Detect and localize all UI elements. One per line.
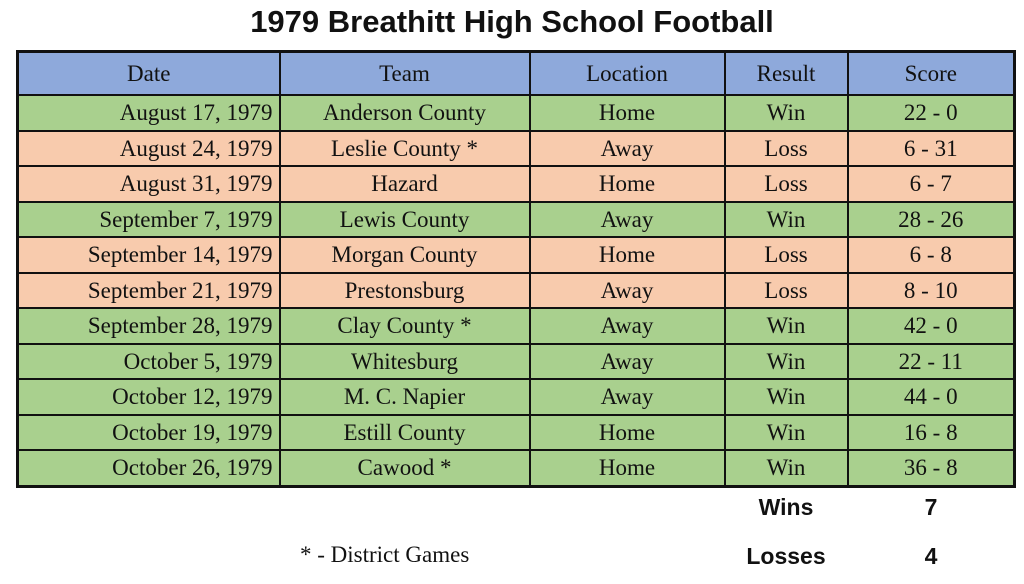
team-cell: Estill County <box>278 413 531 451</box>
result-cell: Win <box>723 342 849 380</box>
date-cell: October 19, 1979 <box>16 413 281 451</box>
date-cell: August 17, 1979 <box>16 94 281 132</box>
date-cell: September 14, 1979 <box>16 236 281 274</box>
location-cell: Home <box>528 413 726 451</box>
location-cell: Away <box>528 129 726 167</box>
date-cell: August 24, 1979 <box>16 129 281 167</box>
result-cell: Win <box>723 413 849 451</box>
table-row: October 12, 1979 M. C. Napier Away Win 44 - … <box>16 378 1016 416</box>
location-cell: Home <box>528 449 726 487</box>
result-cell: Win <box>723 200 849 238</box>
date-cell: September 28, 1979 <box>16 307 281 345</box>
result-cell: Win <box>723 378 849 416</box>
result-cell: Win <box>723 449 849 487</box>
score-cell: 6 - 31 <box>846 129 1016 167</box>
location-cell: Away <box>528 200 726 238</box>
losses-value: 4 <box>924 543 938 569</box>
table-row: September 7, 1979 Lewis County Away Win 28 -… <box>16 200 1016 238</box>
location-cell: Away <box>528 271 726 309</box>
location-cell: Away <box>528 342 726 380</box>
result-cell: Win <box>723 307 849 345</box>
score-cell: 22 - 0 <box>846 94 1016 132</box>
score-cell: 42 - 0 <box>846 307 1016 345</box>
table-row: September 21, 1979 Prestonsburg Away Loss 8 … <box>16 271 1016 309</box>
score-cell: 36 - 8 <box>846 449 1016 487</box>
location-cell: Away <box>528 378 726 416</box>
team-cell: Leslie County * <box>278 129 531 167</box>
score-cell: 22 - 11 <box>846 342 1016 380</box>
date-cell: September 21, 1979 <box>16 271 281 309</box>
team-cell: Lewis County <box>278 200 531 238</box>
result-cell: Loss <box>723 129 849 167</box>
date-cell: August 31, 1979 <box>16 165 281 203</box>
table-row: September 28, 1979 Clay County * Away Win 42… <box>16 307 1016 345</box>
table-row: August 17, 1979 Anderson County Home Win 22 … <box>16 94 1016 132</box>
team-cell: Whitesburg <box>278 342 531 380</box>
date-cell: October 12, 1979 <box>16 378 281 416</box>
location-cell: Home <box>528 236 726 274</box>
date-cell: October 26, 1979 <box>16 449 281 487</box>
score-cell: 16 - 8 <box>846 413 1016 451</box>
score-cell: 6 - 7 <box>846 165 1016 203</box>
table-row: October 5, 1979 Whitesburg Away Win 22 - 11 <box>16 342 1016 380</box>
wins-label: Wins <box>758 494 814 520</box>
column-header-team: Team <box>278 50 531 96</box>
score-cell: 8 - 10 <box>846 271 1016 309</box>
wins-value: 7 <box>924 494 938 520</box>
losses-label: Losses <box>746 543 826 569</box>
location-cell: Home <box>528 94 726 132</box>
result-cell: Loss <box>723 236 849 274</box>
score-cell: 6 - 8 <box>846 236 1016 274</box>
location-cell: Away <box>528 307 726 345</box>
table-row: August 24, 1979 Leslie County * Away Loss 6 … <box>16 129 1016 167</box>
team-cell: Cawood * <box>278 449 531 487</box>
district-games-footnote: * - District Games <box>300 542 470 567</box>
date-cell: October 5, 1979 <box>16 342 281 380</box>
team-cell: Prestonsburg <box>278 271 531 309</box>
header-row: Date Team Location Result Score <box>16 50 1016 96</box>
schedule-table: Date Team Location Result Score August 1… <box>16 50 1016 488</box>
result-cell: Loss <box>723 271 849 309</box>
date-cell: September 7, 1979 <box>16 200 281 238</box>
score-cell: 44 - 0 <box>846 378 1016 416</box>
column-header-result: Result <box>723 50 849 96</box>
location-cell: Home <box>528 165 726 203</box>
team-cell: M. C. Napier <box>278 378 531 416</box>
column-header-score: Score <box>846 50 1016 96</box>
team-cell: Hazard <box>278 165 531 203</box>
page-title: 1979 Breathitt High School Football <box>250 4 774 39</box>
team-cell: Morgan County <box>278 236 531 274</box>
table-row: August 31, 1979 Hazard Home Loss 6 - 7 <box>16 165 1016 203</box>
team-cell: Clay County * <box>278 307 531 345</box>
column-header-location: Location <box>528 50 726 96</box>
table-row: October 19, 1979 Estill County Home Win 16 -… <box>16 413 1016 451</box>
score-cell: 28 - 26 <box>846 200 1016 238</box>
result-cell: Loss <box>723 165 849 203</box>
result-cell: Win <box>723 94 849 132</box>
team-cell: Anderson County <box>278 94 531 132</box>
table-row: October 26, 1979 Cawood * Home Win 36 - 8 <box>16 449 1016 487</box>
table-row: September 14, 1979 Morgan County Home Loss 6… <box>16 236 1016 274</box>
column-header-date: Date <box>16 50 281 96</box>
